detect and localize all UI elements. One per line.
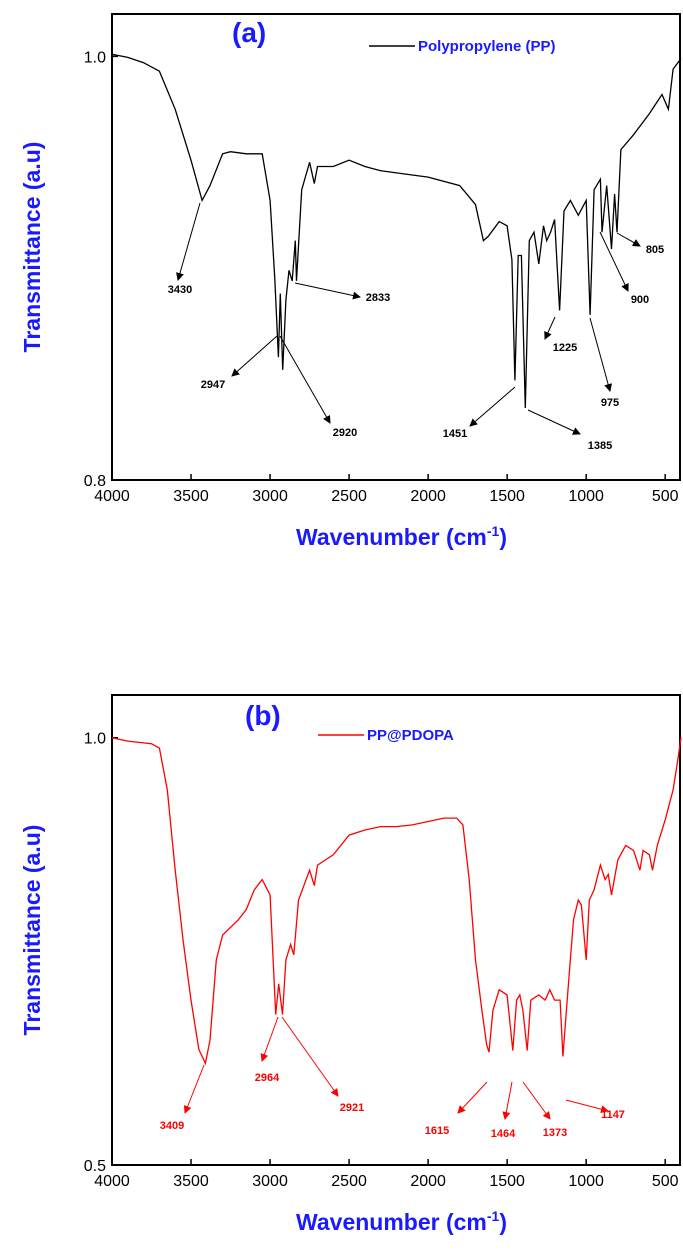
peak-arrow [616, 232, 641, 247]
peak-arrow [522, 1081, 551, 1120]
peak-arrow [565, 1099, 609, 1114]
x-tick-label: 500 [652, 488, 679, 505]
peak-arrow [183, 1064, 205, 1114]
peak-label: 2920 [333, 427, 357, 439]
x-tick-label: 3000 [252, 1173, 288, 1190]
peak-label: 2833 [366, 292, 390, 304]
peak-arrow [544, 316, 556, 340]
peak-arrow [231, 335, 278, 377]
peak-arrow [599, 231, 629, 292]
peak-label: 3409 [160, 1120, 184, 1132]
spectrum-line [111, 53, 682, 409]
peak-arrow [469, 386, 516, 427]
peak-arrow [589, 317, 613, 392]
peak-label: 975 [601, 397, 619, 409]
legend-label: Polypropylene (PP) [418, 38, 556, 55]
peak-arrow [527, 409, 581, 435]
x-axis-title-main: Wavenumber (cm [296, 1209, 487, 1235]
x-tick-label: 2500 [331, 488, 367, 505]
x-tick-label: 1500 [489, 488, 525, 505]
plot-frame [111, 13, 681, 481]
peak-label: 900 [631, 294, 649, 306]
x-tick-label: 3000 [252, 488, 288, 505]
x-axis-title-sup: -1 [487, 523, 500, 539]
peak-arrow [457, 1081, 488, 1114]
x-axis-title-main: Wavenumber (cm [296, 524, 487, 550]
peak-label: 1373 [543, 1127, 567, 1139]
x-axis-title-sup: -1 [487, 1208, 500, 1224]
peak-label: 805 [646, 244, 664, 256]
peak-label: 2964 [255, 1072, 280, 1084]
peak-arrow [260, 1016, 279, 1062]
x-tick-label: 3500 [173, 1173, 209, 1190]
x-tick-label: 1000 [568, 488, 604, 505]
peak-arrow [502, 1081, 513, 1120]
x-tick-label: 2000 [410, 488, 446, 505]
peak-label: 1451 [443, 428, 467, 440]
x-axis-title: Wavenumber (cm-1) [296, 1208, 507, 1235]
peak-arrow [176, 202, 201, 281]
peak-label: 1615 [425, 1125, 449, 1137]
x-axis-title-end: ) [499, 524, 507, 550]
x-tick-label: 500 [652, 1173, 679, 1190]
y-axis-title: Transmittance (a.u) [19, 142, 45, 353]
x-tick-label: 1500 [489, 1173, 525, 1190]
peak-label: 2947 [201, 379, 225, 391]
panel-label: (b) [245, 700, 281, 731]
peak-arrow [294, 282, 361, 300]
peak-label: 1225 [553, 342, 577, 354]
peak-label: 1385 [588, 440, 612, 452]
peak-arrow [279, 335, 331, 424]
x-axis-title-end: ) [499, 1209, 507, 1235]
y-tick-label: 0.5 [84, 1158, 106, 1175]
x-tick-label: 4000 [94, 1173, 130, 1190]
x-tick-label: 1000 [568, 1173, 604, 1190]
y-tick-label: 1.0 [84, 49, 106, 66]
y-tick-label: 0.8 [84, 473, 106, 490]
y-axis-title: Transmittance (a.u) [19, 825, 45, 1036]
x-tick-label: 3500 [173, 488, 209, 505]
legend-label: PP@PDOPA [367, 727, 454, 744]
x-tick-label: 2000 [410, 1173, 446, 1190]
y-tick-label: 1.0 [84, 731, 106, 748]
panel-label: (a) [232, 17, 266, 48]
peak-arrow [281, 1016, 339, 1097]
x-tick-label: 4000 [94, 488, 130, 505]
peak-label: 1147 [601, 1109, 625, 1121]
spectrum-line [111, 737, 682, 1066]
peak-label: 3430 [168, 284, 192, 296]
x-tick-label: 2500 [331, 1173, 367, 1190]
peak-label: 1464 [491, 1128, 516, 1140]
x-axis-title: Wavenumber (cm-1) [296, 523, 507, 550]
plot-frame [111, 694, 681, 1166]
peak-label: 2921 [340, 1102, 364, 1114]
